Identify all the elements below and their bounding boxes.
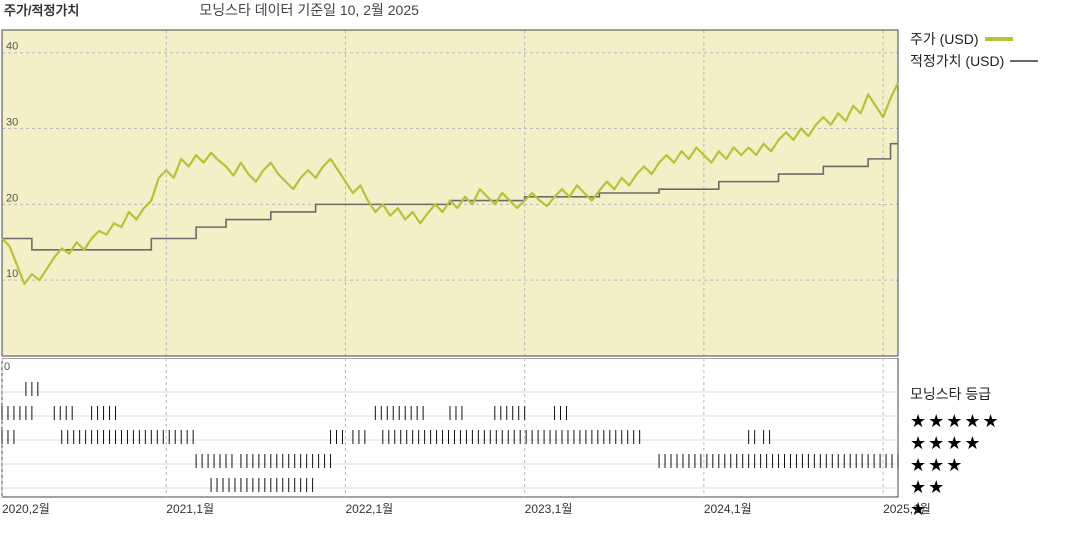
rating-legend-title: 모닝스타 등급 <box>910 384 1080 404</box>
root: 주가/적정가치 모닝스타 데이터 기준일 10, 2월 2025 10 20 30 4… <box>0 0 1080 540</box>
legend-price-label: 주가 (USD) <box>910 29 979 49</box>
svg-text:10: 10 <box>6 268 18 280</box>
x-tick-label: 2021,1월 <box>166 500 214 517</box>
main: 10 20 30 40 0 2020,2월 2021,1월 2022,1월 2023,1월 2… <box>0 28 1080 540</box>
page-subtitle: 모닝스타 데이터 기준일 10, 2월 2025 <box>199 0 419 20</box>
legend-price-swatch <box>985 37 1013 41</box>
rating-stars-row: ★★★★★ <box>910 410 1080 432</box>
legend-fair-swatch <box>1010 60 1038 62</box>
svg-text:40: 40 <box>6 41 18 53</box>
rating-chart: 0 <box>0 358 900 498</box>
legend-fair: 적정가치 (USD) <box>910 50 1080 72</box>
x-tick-label: 2025,1월 <box>883 500 931 517</box>
legend-fair-label: 적정가치 (USD) <box>910 51 1004 71</box>
price-chart: 10 20 30 40 <box>0 28 900 358</box>
rating-legend: 모닝스타 등급 ★★★★★★★★★★★★★★★ <box>910 384 1080 520</box>
rating-stars-row: ★★★ <box>910 454 1080 476</box>
header: 주가/적정가치 모닝스타 데이터 기준일 10, 2월 2025 <box>0 0 1080 28</box>
x-tick-label: 2023,1월 <box>525 500 573 517</box>
legend-price: 주가 (USD) <box>910 28 1080 50</box>
x-tick-label: 2020,2월 <box>2 500 50 517</box>
page-title: 주가/적정가치 <box>4 0 79 19</box>
side-panel: 주가 (USD) 적정가치 (USD) 모닝스타 등급 ★★★★★★★★★★★★… <box>900 28 1080 540</box>
chart-column: 10 20 30 40 0 2020,2월 2021,1월 2022,1월 2023,1월 2… <box>0 28 900 540</box>
x-tick-label: 2022,1월 <box>345 500 393 517</box>
svg-text:20: 20 <box>6 192 18 204</box>
x-axis: 2020,2월2021,1월2022,1월2023,1월2024,1월2025,… <box>0 498 900 518</box>
svg-text:30: 30 <box>6 117 18 129</box>
rating-stars-row: ★★★★ <box>910 432 1080 454</box>
rating-stars-row: ★★ <box>910 476 1080 498</box>
svg-text:0: 0 <box>4 361 10 373</box>
rating-stars-row: ★ <box>910 498 1080 520</box>
x-tick-label: 2024,1월 <box>704 500 752 517</box>
